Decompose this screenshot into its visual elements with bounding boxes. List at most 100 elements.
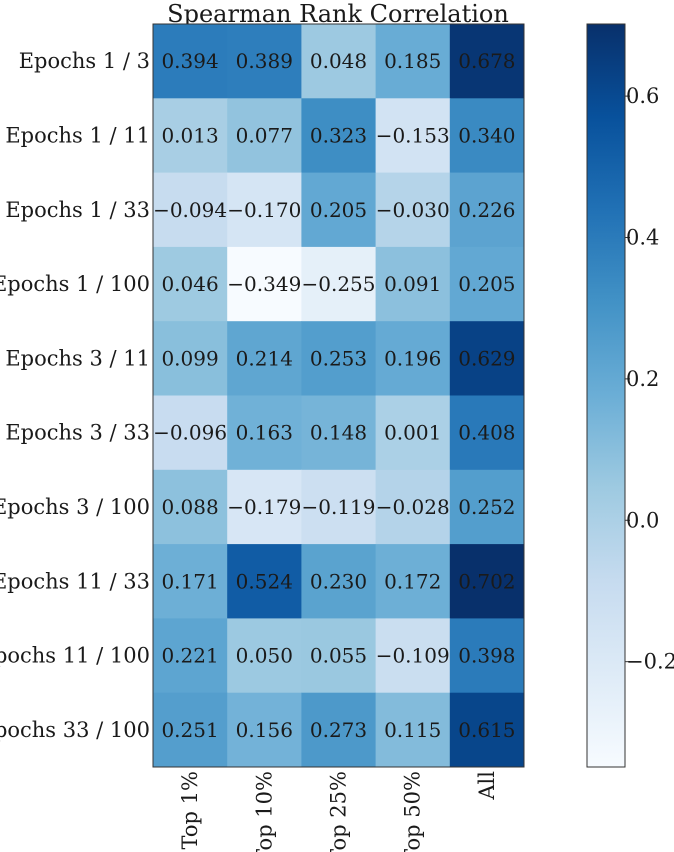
cell-value-label: −0.170 xyxy=(227,198,301,222)
cell-value-label: 0.214 xyxy=(236,346,293,370)
cell-value-label: 0.163 xyxy=(236,421,293,445)
colorbar: −0.2 0.0 0.2 0.4 0.6 xyxy=(586,23,674,768)
heatmap-cell xyxy=(227,98,302,174)
cell-value-label: 0.088 xyxy=(161,495,218,519)
cell-value-label: −0.030 xyxy=(376,198,450,222)
chart-title: Spearman Rank Correlation xyxy=(167,0,509,28)
heatmap-cell xyxy=(375,395,451,471)
cell-value-label: 0.099 xyxy=(161,346,218,370)
heatmap-frame xyxy=(152,23,525,768)
heatmap-cell xyxy=(153,98,228,174)
heatmap-cell xyxy=(227,321,302,396)
heatmap-cell xyxy=(227,172,302,248)
heatmap-cell xyxy=(153,618,228,694)
heatmap-cell xyxy=(227,544,302,619)
heatmap-cell xyxy=(153,246,228,322)
colorbar-gradient xyxy=(586,23,626,768)
heatmap-cell xyxy=(301,469,377,545)
heatmap-cell xyxy=(375,469,451,545)
heatmap-cell xyxy=(375,98,451,174)
cell-value-label: 0.323 xyxy=(310,123,367,147)
cell-value-label: −0.028 xyxy=(376,495,450,519)
cell-value-label: 0.252 xyxy=(458,495,515,519)
heatmap-cell xyxy=(301,618,377,694)
row-label: Epochs 3 / 33 xyxy=(5,421,150,445)
cell-value-label: 0.048 xyxy=(310,49,367,73)
column-label: Top 1% xyxy=(178,771,202,849)
heatmap-cell xyxy=(153,469,228,545)
row-label: Epochs 11 / 100 xyxy=(0,644,150,668)
cell-value-label: −0.255 xyxy=(301,272,375,296)
heatmap-cell xyxy=(227,618,302,694)
colorbar-tick-label: 0.0 xyxy=(626,508,659,532)
heatmap-cell xyxy=(375,246,451,322)
heatmap-cell xyxy=(227,692,302,768)
heatmap-cells: 0.394 0.389 0.048 0.185 0.678 0.013 0.077 0.323… xyxy=(153,24,525,768)
heatmap-cell xyxy=(449,618,525,694)
heatmap-cell xyxy=(301,98,377,174)
column-label: Top 10% xyxy=(252,771,276,852)
heatmap-cell xyxy=(375,24,451,99)
heatmap-cell xyxy=(449,172,525,248)
cell-value-label: 0.273 xyxy=(310,718,367,742)
row-label: Epochs 1 / 11 xyxy=(5,123,150,147)
heatmap-cell xyxy=(449,24,525,99)
heatmap-cell xyxy=(153,544,228,619)
row-label: Epochs 1 / 3 xyxy=(19,49,150,73)
cell-value-label: 0.156 xyxy=(236,718,293,742)
heatmap-cell xyxy=(153,172,228,248)
heatmap-cell xyxy=(153,395,228,471)
cell-value-label: 0.340 xyxy=(458,123,515,147)
row-label: Epochs 3 / 100 xyxy=(0,495,150,519)
heatmap-cell xyxy=(301,395,377,471)
row-label: Epochs 33 / 100 xyxy=(0,718,150,742)
heatmap-cell xyxy=(449,98,525,174)
heatmap-cell xyxy=(375,692,451,768)
heatmap-cell xyxy=(375,321,451,396)
row-label: Epochs 1 / 33 xyxy=(5,198,150,222)
cell-value-label: −0.094 xyxy=(153,198,227,222)
cell-value-label: 0.205 xyxy=(458,272,515,296)
cell-value-label: 0.055 xyxy=(310,644,367,668)
cell-value-label: 0.394 xyxy=(161,49,218,73)
heatmap-cell xyxy=(301,24,377,99)
heatmap-cell xyxy=(301,246,377,322)
heatmap-cell xyxy=(227,246,302,322)
heatmap-cell xyxy=(375,544,451,619)
cell-value-label: 0.524 xyxy=(236,569,293,593)
heatmap-cell xyxy=(449,395,525,471)
row-label: Epochs 1 / 100 xyxy=(0,272,150,296)
cell-value-label: 0.408 xyxy=(458,421,515,445)
heatmap-cell xyxy=(301,321,377,396)
heatmap-cell xyxy=(153,321,228,396)
column-labels: Top 1% Top 10% Top 25% Top 50% All xyxy=(178,771,499,852)
row-label: Epochs 11 / 33 xyxy=(0,569,150,593)
heatmap-cell xyxy=(449,544,525,619)
heatmap-cell xyxy=(449,692,525,768)
heatmap-cell xyxy=(375,172,451,248)
cell-value-label: 0.230 xyxy=(310,569,367,593)
heatmap-cell xyxy=(301,692,377,768)
cell-value-label: 0.091 xyxy=(384,272,441,296)
heatmap-cell xyxy=(301,172,377,248)
cell-value-label: 0.678 xyxy=(458,49,515,73)
row-label: Epochs 3 / 11 xyxy=(5,346,150,370)
cell-value-label: −0.349 xyxy=(227,272,301,296)
colorbar-tick-label: 0.2 xyxy=(626,367,659,391)
cell-value-label: 0.221 xyxy=(161,644,218,668)
cell-value-label: 0.205 xyxy=(310,198,367,222)
cell-value-label: −0.179 xyxy=(227,495,301,519)
heatmap-cell xyxy=(227,24,302,99)
cell-value-label: 0.172 xyxy=(384,569,441,593)
cell-value-label: 0.148 xyxy=(310,421,367,445)
cell-value-label: 0.077 xyxy=(236,123,293,147)
cell-value-label: −0.109 xyxy=(376,644,450,668)
heatmap-cell xyxy=(375,618,451,694)
colorbar-tick-label: −0.2 xyxy=(626,650,674,674)
cell-value-label: −0.153 xyxy=(376,123,450,147)
heatmap-cell xyxy=(449,469,525,545)
row-labels: Epochs 1 / 3 Epochs 1 / 11 Epochs 1 / 33 Ep… xyxy=(0,49,150,742)
heatmap-cell xyxy=(153,24,228,99)
cell-value-label: 0.226 xyxy=(458,198,515,222)
colorbar-tick-label: 0.6 xyxy=(626,84,659,108)
